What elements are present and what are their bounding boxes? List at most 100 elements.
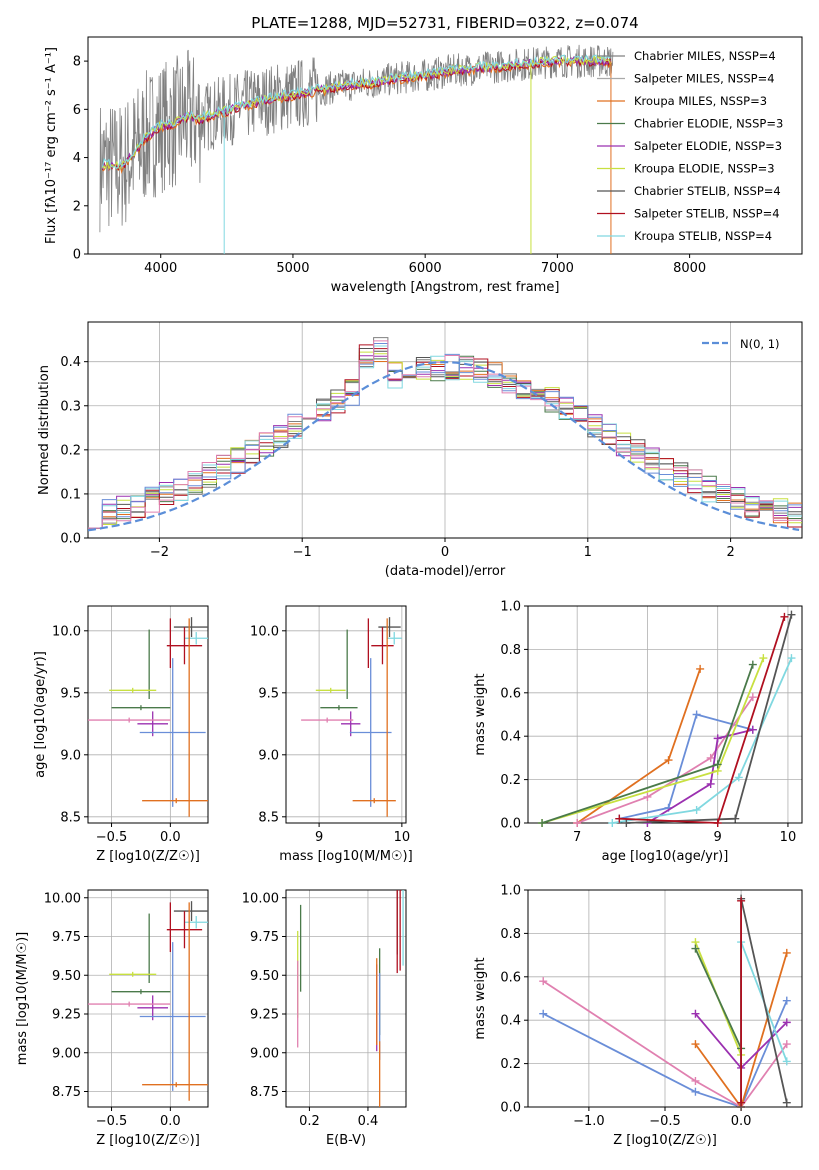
x-tick-label: 2 <box>726 545 734 560</box>
y-tick-label: 10.00 <box>242 891 279 906</box>
x-tick-label: −1.0 <box>573 1114 605 1129</box>
errorbar-plot <box>301 617 402 817</box>
legend-entry: Chabrier MILES, NSSP=4 <box>634 49 776 63</box>
spectrum-plot <box>99 44 614 254</box>
y-tick-label: 1.0 <box>500 600 521 615</box>
weight-point <box>538 819 547 827</box>
weight-point <box>691 1076 700 1085</box>
x-tick-label: 0.0 <box>731 1114 752 1129</box>
x-tick-label: 7 <box>573 830 581 845</box>
legend-entry: Chabrier ELODIE, NSSP=3 <box>634 117 783 131</box>
x-tick-label: 0.0 <box>160 830 181 845</box>
y-tick-label: 9.75 <box>52 930 81 945</box>
y-tick-label: 4 <box>73 151 81 166</box>
axes-frame <box>87 889 209 1108</box>
y-tick-label: 8.75 <box>250 1085 279 1100</box>
weight-point <box>706 779 715 788</box>
y-tick-label: 2 <box>73 199 81 214</box>
y-tick-label: 6 <box>73 103 81 118</box>
y-tick-label: 0.2 <box>500 1057 521 1072</box>
x-tick-label: −0.5 <box>96 830 128 845</box>
weight-point <box>691 1087 700 1096</box>
y-tick-label: 0.3 <box>60 399 81 414</box>
x-tick-label: 1 <box>584 545 592 560</box>
axes-frame <box>527 605 803 824</box>
errorbar-plot <box>88 617 208 817</box>
x-tick-label: 4000 <box>144 261 177 276</box>
weight-series-line <box>542 980 788 1109</box>
y-axis-label: mass [log10(M/M☉)] <box>15 932 30 1065</box>
weight-point <box>706 753 715 762</box>
weight-point <box>691 1009 700 1018</box>
y-tick-label: 9.50 <box>52 969 81 984</box>
x-tick-label: 0.4 <box>358 1114 379 1129</box>
y-tick-label: 9.25 <box>52 1008 81 1023</box>
y-tick-label: 0.0 <box>60 532 81 547</box>
weight-plot <box>538 610 796 827</box>
weight-point <box>713 734 722 743</box>
x-tick-label: 7000 <box>541 261 574 276</box>
y-tick-label: 0.6 <box>500 686 521 701</box>
weight-point <box>787 654 796 663</box>
y-tick-label: 9.00 <box>250 1046 279 1061</box>
weight-point <box>608 819 617 827</box>
y-tick-label: 0.8 <box>500 643 521 658</box>
weight-point <box>692 710 701 719</box>
weight-point <box>782 948 791 957</box>
x-tick-label: −1 <box>293 545 312 560</box>
spectrum-model-line <box>101 54 611 170</box>
y-axis-label: Normed distribution <box>37 365 52 495</box>
y-tick-label: 9.0 <box>60 748 81 763</box>
x-tick-label: 5000 <box>276 261 309 276</box>
weight-point <box>539 977 548 986</box>
weight-point <box>782 1040 791 1049</box>
x-axis-label: age [log10(age/yr)] <box>602 849 729 864</box>
y-tick-label: 10.0 <box>250 624 279 639</box>
weight-series-line <box>619 713 754 820</box>
x-tick-label: 0.0 <box>160 1114 181 1129</box>
weight-point <box>713 819 722 827</box>
y-tick-label: 0 <box>73 248 81 263</box>
weight-point <box>696 664 705 673</box>
y-tick-label: 0.0 <box>500 1101 521 1116</box>
x-axis-label: E(B-V) <box>326 1133 366 1148</box>
legend-entry: Salpeter STELIB, NSSP=4 <box>634 207 780 221</box>
weight-point <box>780 612 789 621</box>
axes-frame <box>87 36 803 255</box>
spectrum-model-line <box>101 57 611 171</box>
spectrum-data-line <box>99 44 614 233</box>
weight-series-line <box>694 948 742 1049</box>
weight-point <box>734 773 743 782</box>
y-tick-label: 0.4 <box>500 1014 521 1029</box>
weight-point <box>748 660 757 669</box>
x-axis-label: Z [log10(Z/Z☉)] <box>613 1133 717 1148</box>
x-tick-label: −2 <box>150 545 169 560</box>
legend-entry: Kroupa MILES, NSSP=3 <box>634 94 767 108</box>
weight-plot <box>539 894 791 1111</box>
x-axis-label: Z [log10(Z/Z☉)] <box>96 1133 200 1148</box>
x-axis-label: wavelength [Angstrom, rest frame] <box>331 280 560 295</box>
x-tick-label: 10 <box>780 830 797 845</box>
y-tick-label: 9.0 <box>258 748 279 763</box>
axes-4: 7 8 9 10 0.0 0.2 0.4 0.6 0.8 1.0 age [log10(age/yr… <box>473 600 803 864</box>
legend-entry: Salpeter ELODIE, NSSP=3 <box>634 139 782 153</box>
y-tick-label: 0.4 <box>60 355 81 370</box>
weight-series-line <box>542 1000 788 1109</box>
legend-entry: N(0, 1) <box>740 337 780 351</box>
weight-point <box>737 896 746 905</box>
figure-title: PLATE=1288, MJD=52731, FIBERID=0322, z=0… <box>251 14 638 32</box>
y-tick-label: 0.2 <box>500 773 521 788</box>
y-axis-label: age [log10(age/yr)] <box>33 651 48 778</box>
x-axis-label: mass [log10(M/M☉)] <box>279 849 412 864</box>
y-tick-label: 10.00 <box>44 891 81 906</box>
weight-series-line <box>612 657 793 824</box>
y-tick-label: 9.75 <box>250 930 279 945</box>
axes-frame <box>285 605 407 824</box>
normal-curve <box>88 360 800 532</box>
y-axis-label: mass weight <box>473 673 488 755</box>
spectrum-legend: Chabrier MILES, NSSP=4 Salpeter MILES, NS… <box>597 49 783 243</box>
y-tick-label: 0.0 <box>500 817 521 832</box>
y-tick-label: 8.5 <box>60 810 81 825</box>
weight-point <box>539 1009 548 1018</box>
